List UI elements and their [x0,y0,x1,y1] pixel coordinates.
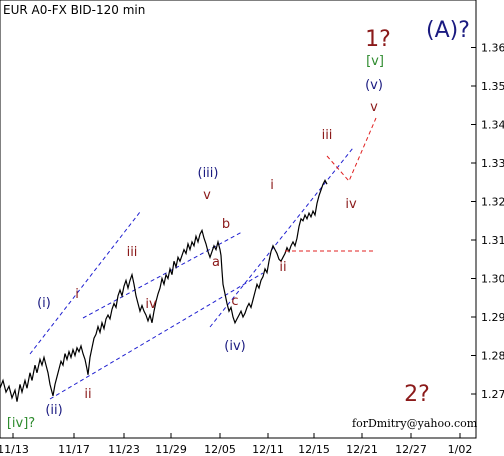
y-tick-label: 1.28 [481,350,504,363]
wave-label: ii [279,260,286,275]
y-tick-label: 1.32 [481,196,504,209]
x-tick-label: 11/23 [108,443,140,456]
wave-label: iv [145,297,157,312]
trend-channels [29,147,354,400]
x-tick-label: 12/21 [346,443,378,456]
wave-label: ii [84,387,91,402]
price-series-line [0,178,328,402]
y-tick-label: 1.33 [481,157,504,170]
wave-label: [iv]? [7,416,35,431]
wave-label: a [212,255,220,270]
channel-upper-line [29,211,141,355]
projection-lines [285,117,377,252]
wave-label: iii [322,128,333,143]
wave-label: (v) [365,78,383,93]
wave-labels: 1? (A)?2?[iv]?(ii)(i)iiiiiiiv(iii)vbac(iv… [7,18,470,431]
y-tick-label: 1.31 [481,234,504,247]
y-tick-label: 1.29 [481,311,504,324]
x-tick-label: 12/11 [252,443,284,456]
x-axis: 11/13 11/17 11/23 11/29 12/05 12/11 12/15 12/21… [0,433,472,456]
wave-label: (iii) [198,166,219,181]
wave-label: i [75,287,79,302]
y-tick-label: 1.36 [481,42,504,55]
wave-label: iv [345,197,357,212]
x-tick-label: 11/13 [0,443,29,456]
projection-path [326,117,377,182]
x-tick-label: 11/29 [155,443,187,456]
x-tick-label: 12/05 [204,443,236,456]
channel-mid-line [82,231,243,319]
y-axis: 1.27 1.28 1.29 1.30 1.31 1.32 1.33 1.34 1.35 1.36 [471,42,504,401]
x-tick-label: 11/17 [58,443,90,456]
big-label-2: 2? [404,382,430,407]
plot-frame [0,0,477,439]
chart-title: EUR A0-FX BID-120 min [3,3,145,17]
wave-label: b [222,217,230,232]
wave-label: [v] [366,54,384,69]
x-tick-label: 12/15 [298,443,330,456]
x-tick-label: 1/02 [448,443,473,456]
wave-label: (ii) [45,403,62,418]
wave-label: i [270,178,274,193]
watermark: forDmitry@yahoo.com [352,417,478,430]
channel-upper-line-2 [209,147,354,328]
wave-label: c [231,294,238,309]
big-label-1: 1? [365,27,391,52]
y-tick-label: 1.27 [481,388,504,401]
y-tick-label: 1.30 [481,273,504,286]
y-tick-label: 1.35 [481,80,504,93]
channel-lower-line [49,272,264,400]
wave-label: v [370,100,378,115]
wave-label: (iv) [224,339,245,354]
wave-label: (i) [37,296,51,311]
wave-label: iii [127,245,138,260]
y-tick-label: 1.34 [481,119,504,132]
x-tick-label: 12/27 [395,443,427,456]
big-label-A: (A)? [426,18,470,43]
wave-label: v [203,188,211,203]
